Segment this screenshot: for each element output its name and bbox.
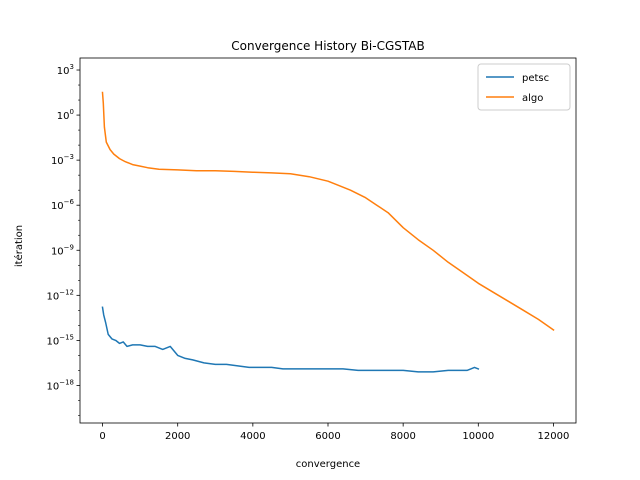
x-tick-label: 8000 xyxy=(390,431,415,442)
x-tick-label: 6000 xyxy=(315,431,340,442)
y-tick-label: 10−6 xyxy=(51,198,75,212)
legend-box xyxy=(477,63,571,111)
legend: petsc algo xyxy=(477,63,571,111)
x-tick-label: 10000 xyxy=(462,431,494,442)
y-tick-label: 10−12 xyxy=(46,288,74,302)
y-tick-label: 10−3 xyxy=(51,153,74,167)
y-tick-label: 10−18 xyxy=(46,378,74,392)
x-axis-label: convergence xyxy=(296,459,360,470)
legend-label-petsc: petsc xyxy=(522,73,549,84)
y-tick-label: 10−15 xyxy=(46,333,74,347)
y-tick-label: 10−9 xyxy=(51,243,74,257)
x-tick-label: 2000 xyxy=(165,431,190,442)
y-axis-label: itération xyxy=(13,225,25,267)
plot-area: 0 2000 4000 6000 8000 10000 12000 103 100 10−3 10−… xyxy=(46,57,577,442)
series-line-petsc xyxy=(101,306,480,373)
x-tick-label: 12000 xyxy=(538,431,570,442)
legend-label-algo: algo xyxy=(522,93,543,104)
chart-title: Convergence History Bi-CGSTAB xyxy=(231,39,424,53)
y-tick-label: 100 xyxy=(57,108,74,122)
y-tick-label: 103 xyxy=(57,63,74,77)
series-line-algo xyxy=(101,91,555,331)
x-tick-label: 0 xyxy=(99,431,105,442)
x-tick-label: 4000 xyxy=(240,431,265,442)
